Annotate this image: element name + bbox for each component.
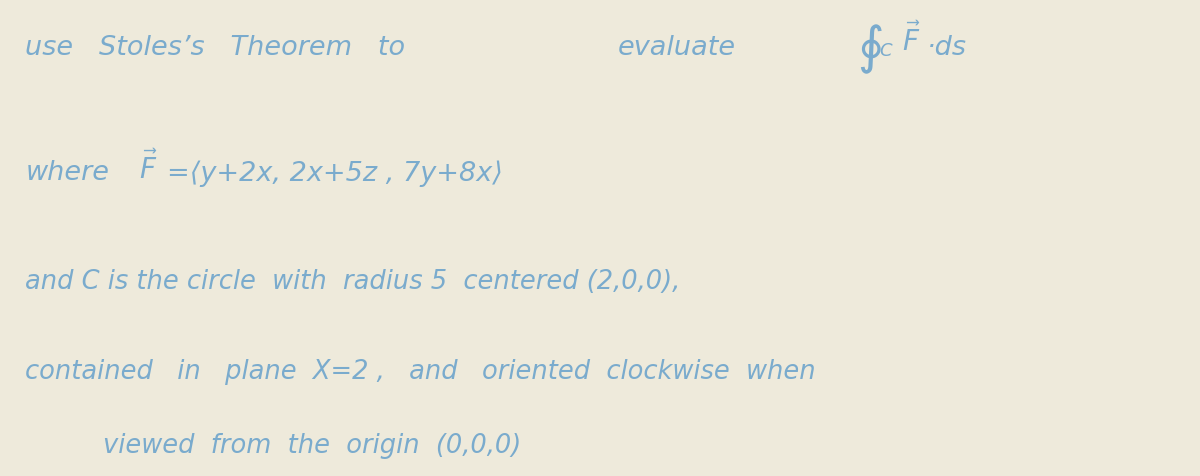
Text: $\vec{F}$: $\vec{F}$ — [139, 150, 157, 185]
Text: =⟨y+2x, 2x+5z , 7y+8x⟩: =⟨y+2x, 2x+5z , 7y+8x⟩ — [167, 160, 503, 186]
Text: $\vec{F}$: $\vec{F}$ — [901, 23, 920, 57]
Text: viewed  from  the  origin  (0,0,0): viewed from the origin (0,0,0) — [103, 432, 522, 458]
Text: contained   in   plane  X=2 ,   and   oriented  clockwise  when: contained in plane X=2 , and oriented cl… — [25, 359, 816, 385]
Text: $\oint$: $\oint$ — [858, 23, 883, 76]
Text: use   Stoles’s   Theorem   to: use Stoles’s Theorem to — [25, 35, 406, 60]
Text: where: where — [25, 160, 109, 186]
Text: ·ds: ·ds — [926, 35, 967, 60]
Text: evaluate: evaluate — [618, 35, 736, 60]
Text: and C is the circle  with  radius 5  centered (2,0,0),: and C is the circle with radius 5 center… — [25, 269, 680, 295]
Text: $C$: $C$ — [878, 41, 894, 60]
